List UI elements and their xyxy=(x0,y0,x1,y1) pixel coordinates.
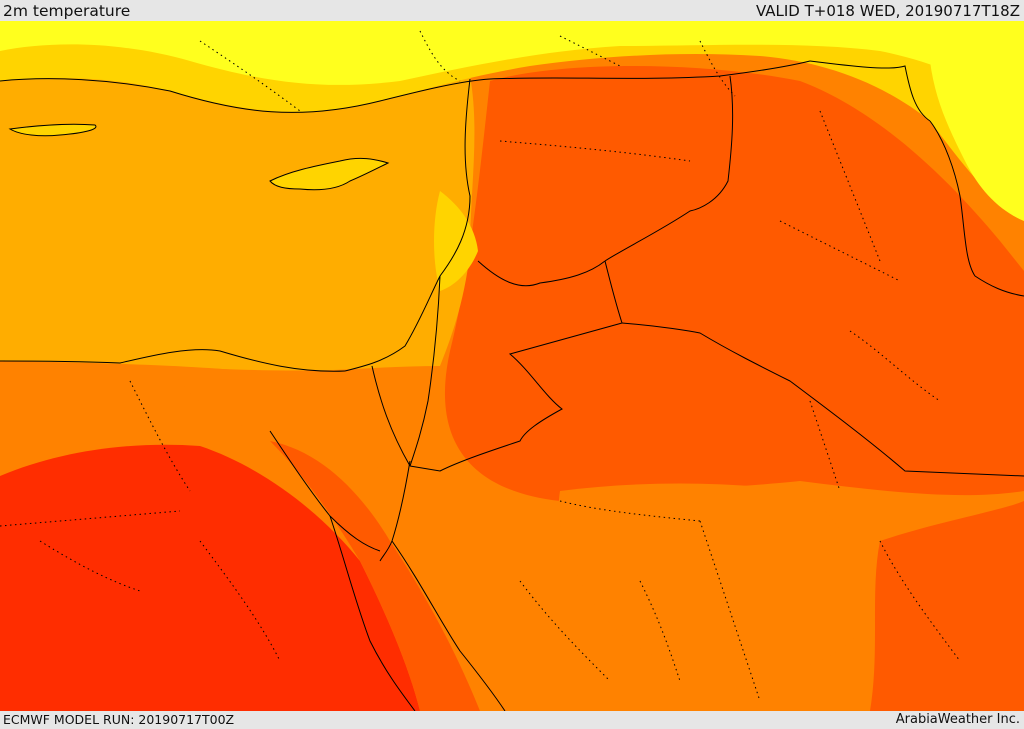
island-crete xyxy=(8,123,97,137)
band-mild-arabia xyxy=(558,483,863,675)
band-mild-sinai xyxy=(170,366,440,471)
band-hottest-west xyxy=(0,444,420,711)
regional-boundaries xyxy=(0,30,961,702)
border-syria-jordan xyxy=(477,260,606,287)
border-iraq-saudi xyxy=(621,322,1024,477)
coastline-red-sea-west xyxy=(329,515,416,711)
province-line xyxy=(199,40,301,112)
coastline-egypt xyxy=(0,349,346,372)
field-title: 2m temperature xyxy=(3,2,131,20)
band-coolest-east xyxy=(930,61,1024,221)
border-iraq-iran xyxy=(809,60,931,122)
coastline-gulf xyxy=(929,120,1024,297)
border-turkey-syria xyxy=(489,60,811,80)
header-bar: 2m temperature VALID T+018 WED, 20190717… xyxy=(0,0,1024,21)
island-cyprus xyxy=(269,157,390,191)
border-syria-iraq xyxy=(604,75,734,262)
border-egypt-israel xyxy=(371,365,411,467)
coastline-levant xyxy=(344,78,471,372)
province-line xyxy=(809,400,841,492)
band-coolest-north xyxy=(0,21,1024,111)
footer-bar: ECMWF MODEL RUN: 20190717T00Z ArabiaWeat… xyxy=(0,711,1024,729)
model-run: ECMWF MODEL RUN: 20190717T00Z xyxy=(3,712,235,727)
band-warm-mediterranean xyxy=(0,76,475,372)
province-line xyxy=(419,30,461,82)
coastline-north xyxy=(0,78,491,113)
coastline-red-sea-east xyxy=(391,540,506,711)
valid-time: VALID T+018 WED, 20190717T18Z xyxy=(755,2,1020,20)
band-hot-red-sea xyxy=(270,441,480,711)
temperature-map[interactable] xyxy=(0,21,1024,711)
province-line xyxy=(0,510,181,527)
province-line xyxy=(559,35,621,67)
band-hot-north xyxy=(444,66,1024,501)
border-jordan-israel xyxy=(409,275,441,467)
province-line xyxy=(699,40,736,97)
province-line xyxy=(819,110,881,262)
credit: ArabiaWeather Inc. xyxy=(895,712,1020,727)
province-line xyxy=(519,580,611,682)
province-line xyxy=(879,540,961,662)
province-line xyxy=(129,380,191,492)
coastline-gulf-aqaba xyxy=(379,460,411,562)
band-cool-levant xyxy=(434,191,478,291)
border-jordan-saudi xyxy=(409,260,623,472)
band-hot-south-east xyxy=(870,501,1024,711)
coastline-gulf-suez xyxy=(269,430,381,552)
province-line xyxy=(499,140,691,162)
